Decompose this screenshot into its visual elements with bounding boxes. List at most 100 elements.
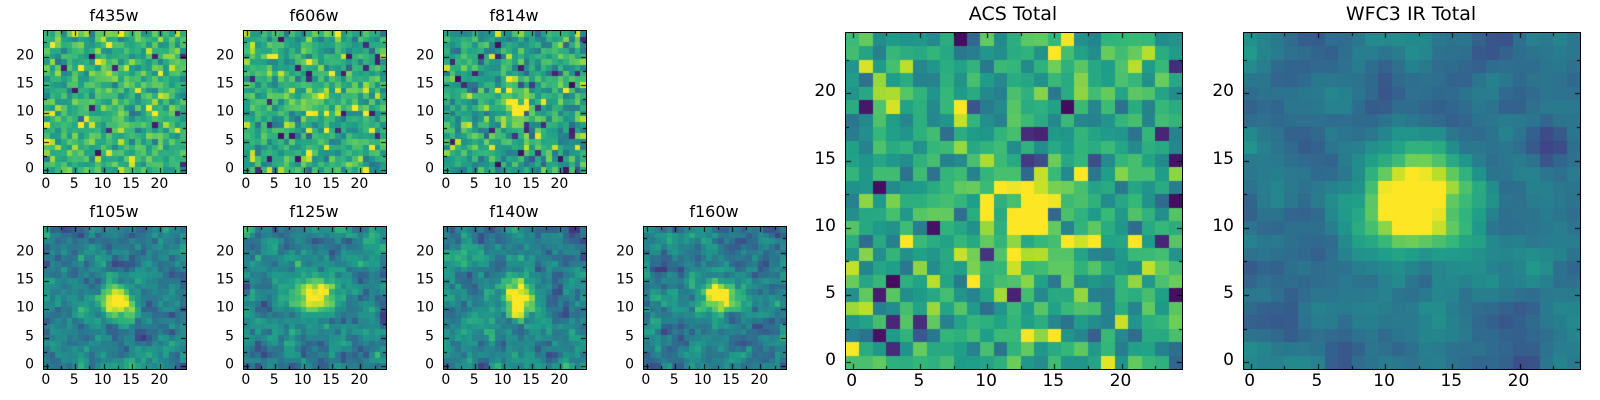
y-tick-label: 5	[1223, 283, 1234, 304]
heatmap-f140w	[443, 226, 587, 370]
x-tick-label: 5	[469, 372, 479, 388]
y-tick-label: 5	[225, 132, 234, 149]
x-tick-label: 20	[150, 372, 169, 388]
panel-f140w: f140w 0 5 10 15 20 0 5 10 15 20	[416, 202, 587, 387]
y-tick-label: 5	[25, 328, 34, 345]
y-tick-label: 5	[625, 328, 634, 345]
panel-f160w: f160w 0 5 10 15 20 0 5 10 15 20	[616, 202, 787, 387]
panel-wfc3-ir-total: WFC3 IR Total 0 5 10 15 20 0 5 10 15 20	[1212, 3, 1581, 390]
x-tick-label: 0	[846, 371, 858, 391]
panel-title: f606w	[289, 6, 339, 25]
x-tick-label: 10	[493, 372, 512, 388]
y-tick-label: 5	[25, 132, 34, 149]
y-tick-label: 10	[216, 104, 234, 121]
panel-f105w: f105w 0 5 10 15 20 0 5 10 15 20	[16, 202, 187, 387]
heatmap-f606w	[243, 30, 387, 174]
panel-acs-total: ACS Total 0 5 10 15 20 0 5 10 15 20	[814, 3, 1183, 390]
y-tick-label: 0	[25, 356, 34, 373]
x-tick-label: 10	[293, 372, 312, 388]
heatmap-f105w	[43, 226, 187, 370]
panel-f606w: f606w 0 5 10 15 20 0 5 10 15 20	[216, 6, 387, 191]
x-tick-label: 15	[522, 176, 540, 192]
y-tick-label: 15	[416, 271, 434, 288]
x-tick-label: 0	[41, 372, 51, 388]
x-tick-label: 20	[350, 372, 369, 388]
x-tick-label: 5	[1311, 371, 1323, 391]
x-tick-label: 0	[441, 372, 451, 388]
y-tick-label: 20	[216, 47, 234, 64]
panel-title: f814w	[489, 6, 539, 25]
y-tick-label: 10	[814, 216, 836, 237]
y-tick-label: 5	[825, 283, 836, 304]
panel-title: f105w	[89, 202, 139, 221]
y-tick-label: 20	[16, 47, 34, 64]
x-tick-label: 15	[322, 372, 340, 388]
x-tick-label: 10	[293, 176, 312, 192]
x-tick-label: 0	[41, 176, 51, 192]
y-tick-label: 20	[216, 243, 234, 260]
panel-title: WFC3 IR Total	[1345, 3, 1477, 25]
heatmap-f160w	[643, 226, 787, 370]
x-tick-label: 20	[750, 372, 769, 388]
x-tick-label: 0	[441, 176, 451, 192]
x-tick-label: 10	[93, 176, 112, 192]
x-tick-label: 5	[913, 371, 925, 391]
y-tick-label: 0	[225, 356, 234, 373]
x-tick-label: 5	[669, 372, 679, 388]
heatmap-f125w	[243, 226, 387, 370]
y-tick-label: 20	[814, 81, 836, 102]
x-tick-label: 0	[241, 372, 251, 388]
heatmap-acs-total	[845, 32, 1183, 370]
y-tick-label: 15	[1212, 148, 1234, 169]
x-tick-label: 5	[269, 372, 279, 388]
y-tick-label: 5	[425, 328, 434, 345]
y-tick-label: 10	[1212, 216, 1234, 237]
y-tick-label: 10	[16, 104, 34, 121]
panel-f814w: f814w 0 5 10 15 20 0 5 10 15 20	[416, 6, 587, 191]
x-tick-label: 15	[1440, 371, 1463, 391]
y-tick-label: 15	[616, 271, 634, 288]
panel-title: f125w	[289, 202, 339, 221]
heatmap-f814w	[443, 30, 587, 174]
x-tick-label: 10	[93, 372, 112, 388]
y-tick-label: 20	[416, 243, 434, 260]
y-tick-label: 20	[416, 47, 434, 64]
y-tick-label: 0	[825, 350, 836, 371]
x-tick-label: 15	[722, 372, 740, 388]
panel-f435w: f435w 0 5 10 15 20 0 5 10 15 20	[16, 6, 187, 191]
x-tick-label: 20	[550, 176, 569, 192]
x-tick-label: 15	[122, 372, 140, 388]
y-tick-label: 0	[225, 160, 234, 177]
y-tick-label: 5	[225, 328, 234, 345]
x-tick-label: 20	[350, 176, 369, 192]
x-tick-label: 20	[550, 372, 569, 388]
y-tick-label: 15	[216, 75, 234, 92]
y-tick-label: 0	[625, 356, 634, 373]
x-tick-label: 0	[1244, 371, 1256, 391]
x-tick-label: 5	[69, 176, 79, 192]
y-tick-label: 10	[416, 104, 434, 121]
y-tick-label: 20	[1212, 81, 1234, 102]
y-tick-label: 10	[216, 300, 234, 317]
x-tick-label: 15	[322, 176, 340, 192]
x-tick-label: 20	[1507, 371, 1530, 391]
y-tick-label: 5	[425, 132, 434, 149]
y-tick-label: 15	[216, 271, 234, 288]
x-tick-label: 10	[693, 372, 712, 388]
panel-title: f140w	[489, 202, 539, 221]
y-tick-label: 10	[616, 300, 634, 317]
y-tick-label: 15	[814, 148, 836, 169]
y-tick-label: 10	[16, 300, 34, 317]
x-tick-label: 20	[1109, 371, 1132, 391]
y-tick-label: 10	[416, 300, 434, 317]
panel-f125w: f125w 0 5 10 15 20 0 5 10 15 20	[216, 202, 387, 387]
x-tick-label: 0	[241, 176, 251, 192]
y-tick-label: 0	[425, 160, 434, 177]
y-tick-label: 20	[616, 243, 634, 260]
x-tick-label: 10	[975, 371, 997, 391]
y-tick-label: 15	[16, 75, 34, 92]
x-tick-label: 5	[469, 176, 479, 192]
y-tick-label: 15	[16, 271, 34, 288]
x-tick-label: 20	[150, 176, 169, 192]
